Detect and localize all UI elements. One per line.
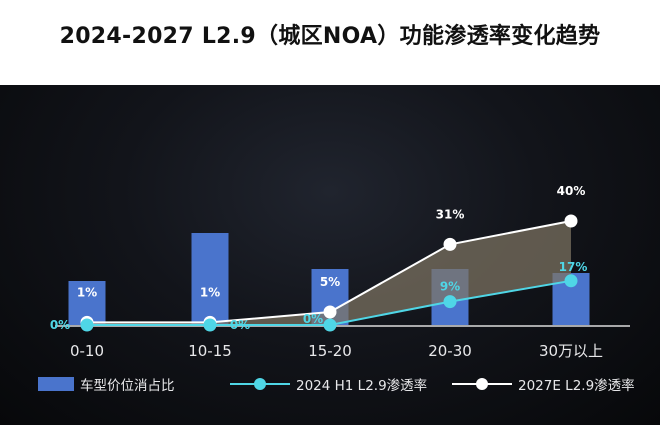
point-2024h1-1 xyxy=(203,318,217,332)
legend-bar-swatch xyxy=(38,377,74,391)
point-2027e-2 xyxy=(323,305,337,319)
data-label-2024h1-0: 0% xyxy=(50,318,70,332)
point-2024h1-0 xyxy=(80,318,94,332)
legend-h1-swatch xyxy=(230,377,290,391)
chart-title: 2024-2027 L2.9（城区NOA）功能渗透率变化趋势 xyxy=(59,24,601,49)
data-label-2027e-0: 1% xyxy=(77,285,97,299)
x-tick-label-4: 30万以上 xyxy=(539,342,603,360)
data-label-2024h1-3: 9% xyxy=(440,280,460,294)
data-label-2024h1-4: 17% xyxy=(559,260,588,274)
data-label-2024h1-1: 0% xyxy=(230,318,250,332)
legend-item-2027e: 2027E L2.9渗透率 xyxy=(452,370,635,398)
data-label-2027e-3: 31% xyxy=(436,207,465,221)
legend-item-bar: 车型价位消占比 xyxy=(38,370,175,398)
x-tick-label-3: 20-30 xyxy=(428,342,472,360)
legend-bar-label: 车型价位消占比 xyxy=(80,378,175,394)
point-2027e-4 xyxy=(564,214,578,228)
data-label-2027e-1: 1% xyxy=(200,285,220,299)
point-2027e-3 xyxy=(443,237,457,251)
data-label-2027e-2: 5% xyxy=(320,275,340,289)
legend-2027e-swatch xyxy=(452,377,512,391)
data-label-2024h1-2: 0% xyxy=(303,312,323,326)
x-tick-label-1: 10-15 xyxy=(188,342,232,360)
x-tick-label-2: 15-20 xyxy=(308,342,352,360)
point-2024h1-3 xyxy=(443,295,457,309)
point-2024h1-4 xyxy=(564,274,578,288)
legend-item-h1: 2024 H1 L2.9渗透率 xyxy=(230,370,427,398)
bar-1 xyxy=(191,233,229,325)
data-label-2027e-4: 40% xyxy=(557,184,586,198)
point-2024h1-2 xyxy=(323,318,337,332)
legend-2027e-label: 2027E L2.9渗透率 xyxy=(518,378,635,394)
legend: 车型价位消占比 2024 H1 L2.9渗透率 2027E L2.9渗透率 xyxy=(0,370,660,398)
x-tick-label-0: 0-10 xyxy=(70,342,104,360)
title-header: 2024-2027 L2.9（城区NOA）功能渗透率变化趋势 xyxy=(0,0,660,85)
legend-h1-label: 2024 H1 L2.9渗透率 xyxy=(296,378,428,394)
